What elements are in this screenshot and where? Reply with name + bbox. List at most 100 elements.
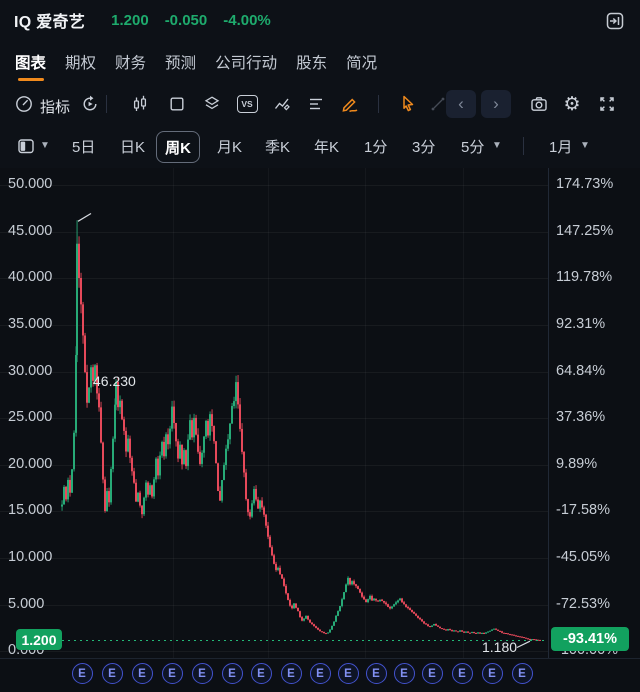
pct-axis-tick: 174.73%: [556, 176, 614, 193]
earnings-marker[interactable]: E: [421, 663, 443, 684]
price-axis-tick: 40.000: [8, 269, 53, 286]
chart-style-button[interactable]: [16, 136, 36, 156]
earnings-marker[interactable]: E: [71, 663, 93, 684]
timeframe-item[interactable]: 5分: [461, 139, 485, 156]
section-tabs: 图表 期权 财务 预测 公司行动 股东 简况: [0, 40, 640, 84]
align-lines-button[interactable]: [304, 92, 328, 116]
camera-icon: [531, 97, 547, 111]
timeframe-item[interactable]: 季K: [265, 139, 291, 156]
candlestick-tool-button[interactable]: [128, 92, 152, 116]
kline-canvas[interactable]: [0, 168, 548, 658]
chart-area: 46.230 1.180 1.200 -93.41% 50.000 45.000 4…: [0, 168, 640, 658]
cursor-icon: [403, 95, 414, 112]
cursor-tool-button[interactable]: [396, 92, 420, 116]
tab-7[interactable]: 简况: [346, 55, 378, 72]
timeframe-bar: ▼ 5日 日K 周K 月K 季K 年K 1分 3分 5分 ▼ 1月 ▼: [0, 124, 640, 168]
timeframe-item[interactable]: 日K: [120, 139, 146, 156]
earnings-marker[interactable]: E: [309, 663, 331, 684]
gear-icon: ⚙: [563, 93, 581, 115]
open-window-icon: [606, 12, 624, 30]
chart-style-caret-icon[interactable]: ▼: [40, 140, 50, 151]
low-price-annotation: 1.180: [482, 639, 518, 655]
tab-5[interactable]: 公司行动: [215, 55, 278, 72]
pct-axis-tick: -45.05%: [556, 548, 611, 565]
indicator-button[interactable]: [12, 92, 36, 116]
timeframe-item[interactable]: 5日: [72, 139, 96, 156]
fullscreen-button[interactable]: [595, 92, 619, 116]
price-axis-tick: 50.000: [8, 176, 53, 193]
price-axis-tick: 30.000: [8, 362, 53, 379]
tab-4[interactable]: 预测: [165, 55, 197, 72]
earnings-marker[interactable]: E: [101, 663, 123, 684]
timeframe-item[interactable]: 1月: [549, 139, 573, 156]
price-axis-tick: 5.000: [8, 595, 45, 612]
price-change-pct: -4.00%: [223, 11, 271, 29]
last-price: 1.200: [111, 11, 149, 29]
current-pct-badge: -93.41%: [551, 627, 629, 651]
chart-draw-button[interactable]: [270, 92, 294, 116]
earnings-marker[interactable]: E: [131, 663, 153, 684]
screenshot-button[interactable]: [527, 92, 551, 116]
timeframe-caret-icon[interactable]: ▼: [580, 140, 590, 151]
earnings-marker[interactable]: E: [221, 663, 243, 684]
earnings-marker[interactable]: E: [393, 663, 415, 684]
pct-axis-tick: 64.84%: [556, 362, 606, 379]
draw-pen-button[interactable]: [338, 92, 362, 116]
price-axis-tick: 10.000: [8, 548, 53, 565]
earnings-marker[interactable]: E: [250, 663, 272, 684]
replay-button[interactable]: [78, 92, 102, 116]
timeframe-item[interactable]: 月K: [217, 139, 243, 156]
earnings-marker[interactable]: E: [365, 663, 387, 684]
tab-2[interactable]: 期权: [65, 55, 97, 72]
gauge-icon: [16, 96, 32, 112]
price-change: -0.050: [164, 11, 208, 29]
replay-icon: [83, 95, 97, 111]
pct-axis-tick: 147.25%: [556, 222, 614, 239]
pct-axis-tick: 92.31%: [556, 315, 606, 332]
quote-group: 1.200 -0.050 -4.00%: [111, 12, 271, 29]
pen-icon: [342, 98, 358, 113]
pct-axis-tick: -72.53%: [556, 595, 611, 612]
timeframe-caret-icon[interactable]: ▼: [492, 140, 502, 151]
current-price-badge: 1.200: [16, 629, 62, 650]
earnings-marker[interactable]: E: [280, 663, 302, 684]
tab-3[interactable]: 财务: [115, 55, 147, 72]
earnings-marker[interactable]: E: [191, 663, 213, 684]
earnings-marker[interactable]: E: [161, 663, 183, 684]
earnings-marker[interactable]: E: [481, 663, 503, 684]
plot-region: [0, 168, 549, 658]
timeframe-item[interactable]: 年K: [314, 139, 340, 156]
pct-axis-tick: 119.78%: [556, 269, 613, 286]
next-button[interactable]: ›: [481, 90, 511, 118]
pct-axis-tick: -17.58%: [556, 502, 611, 519]
trend-pencil-icon: [274, 98, 290, 111]
toolbar-divider: [378, 95, 379, 113]
earnings-marker[interactable]: E: [337, 663, 359, 684]
pct-axis-tick: 37.36%: [556, 409, 606, 426]
earnings-marker[interactable]: E: [511, 663, 533, 684]
price-axis-tick: 45.000: [8, 222, 53, 239]
high-price-annotation: 46.230: [93, 373, 136, 389]
settings-button[interactable]: ⚙: [560, 92, 584, 116]
pct-axis-tick: 9.89%: [556, 455, 598, 472]
chart-toolbar: 指标: [0, 84, 640, 124]
layers-button[interactable]: [200, 92, 224, 116]
tab-1[interactable]: 图表: [13, 41, 48, 83]
compare-button[interactable]: VS: [235, 92, 259, 116]
symbol-name: IQ 爱奇艺: [14, 14, 86, 31]
indicator-label[interactable]: 指标: [40, 99, 71, 116]
timeframe-item[interactable]: 1分: [364, 139, 388, 156]
price-axis-tick: 35.000: [8, 315, 53, 332]
timeframe-item[interactable]: 3分: [412, 139, 436, 156]
tab-6[interactable]: 股东: [296, 55, 328, 72]
timeframe-divider: [523, 137, 524, 155]
segment-tool-button[interactable]: [426, 92, 450, 116]
prev-button[interactable]: ‹: [446, 90, 476, 118]
square-icon: [170, 97, 184, 111]
earnings-marker[interactable]: E: [451, 663, 473, 684]
chart-style-icon: [18, 139, 34, 154]
lines-icon: [310, 98, 322, 110]
shape-tool-button[interactable]: [165, 92, 189, 116]
open-window-button[interactable]: [604, 10, 626, 32]
timeframe-weekly-active[interactable]: 周K: [156, 131, 200, 163]
